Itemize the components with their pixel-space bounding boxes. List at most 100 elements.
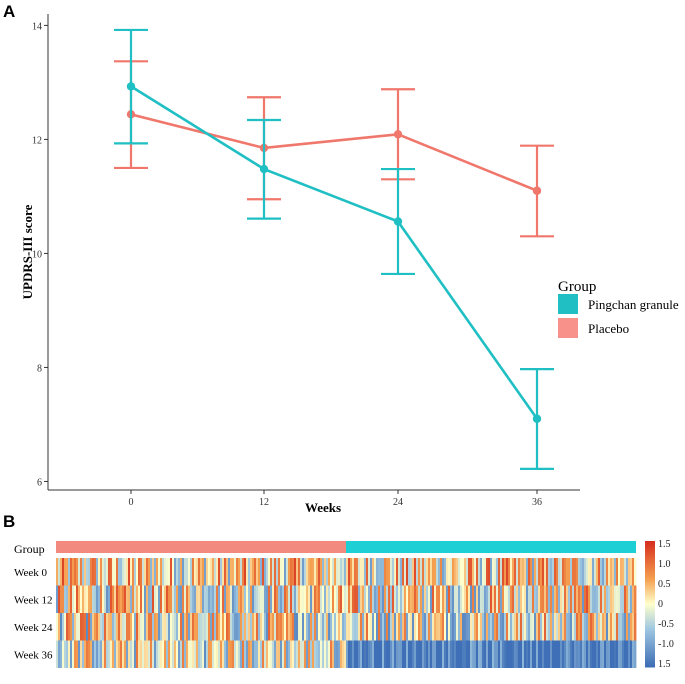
heatmap-cell: [164, 585, 167, 613]
colorbar-segment: [645, 658, 655, 662]
heatmap-cell: [562, 640, 565, 668]
heatmap-cell: [106, 585, 109, 613]
heatmap-cell: [618, 558, 621, 586]
heatmap-cell: [230, 613, 233, 641]
heatmap-cell: [178, 640, 181, 668]
heatmap-cell: [436, 613, 439, 641]
heatmap-cell: [150, 585, 153, 613]
heatmap-cell: [314, 585, 317, 613]
heatmap-cell: [150, 558, 153, 586]
heatmap-cell: [218, 613, 221, 641]
heatmap-cell: [492, 640, 495, 668]
heatmap-cell: [112, 613, 115, 641]
heatmap-cell: [274, 613, 277, 641]
heatmap-cell: [522, 585, 525, 613]
heatmap-cell: [226, 613, 229, 641]
heatmap-cell: [558, 558, 561, 586]
heatmap-cell: [510, 613, 513, 641]
heatmap-cell: [388, 613, 391, 641]
heatmap-cell: [114, 613, 117, 641]
heatmap-cell: [272, 558, 275, 586]
heatmap-cell: [552, 640, 555, 668]
heatmap-cell: [464, 613, 467, 641]
heatmap-cell: [70, 613, 73, 641]
heatmap-cell: [514, 585, 517, 613]
heatmap-cell: [490, 558, 493, 586]
heatmap-cell: [216, 613, 219, 641]
heatmap-cell: [126, 558, 129, 586]
heatmap-cell: [230, 585, 233, 613]
heatmap-cell: [530, 613, 533, 641]
heatmap-cell: [98, 585, 101, 613]
heatmap-cell: [622, 558, 625, 586]
heatmap-cell: [534, 585, 537, 613]
heatmap-cell: [106, 640, 109, 668]
y-tick-label: 8: [37, 363, 42, 374]
heatmap-cell: [622, 613, 625, 641]
heatmap-cell: [488, 558, 491, 586]
heatmap-cell: [210, 613, 213, 641]
heatmap-cell: [618, 585, 621, 613]
heatmap-cell: [98, 613, 101, 641]
heatmap-cell: [338, 558, 341, 586]
heatmap-cell: [360, 613, 363, 641]
heatmap-cell: [508, 613, 511, 641]
heatmap-cell: [518, 585, 521, 613]
heatmap-cell: [366, 613, 369, 641]
heatmap-cell: [480, 585, 483, 613]
heatmap-cell: [566, 585, 569, 613]
heatmap-cell: [524, 640, 527, 668]
heatmap-cell: [156, 613, 159, 641]
heatmap-cell: [422, 613, 425, 641]
heatmap-cell: [116, 558, 119, 586]
series-placebo: [114, 60, 554, 238]
heatmap-cell: [114, 640, 117, 668]
heatmap-cell: [318, 613, 321, 641]
heatmap-cell: [96, 558, 99, 586]
colorbar-segment: [645, 616, 655, 620]
heatmap-cell: [616, 585, 619, 613]
heatmap-cell: [298, 585, 301, 613]
heatmap-row-label: Week 12: [14, 594, 53, 606]
colorbar-segment: [645, 587, 655, 590]
heatmap-cell: [268, 613, 271, 641]
heatmap-cell: [154, 585, 157, 613]
heatmap-cell: [502, 613, 505, 641]
heatmap-cell: [280, 558, 283, 586]
heatmap-cell: [214, 585, 217, 613]
heatmap-cell: [72, 640, 75, 668]
heatmap-cell: [488, 613, 491, 641]
heatmap-cell: [102, 613, 105, 641]
heatmap-cell: [512, 585, 515, 613]
heatmap-cell: [174, 585, 177, 613]
heatmap-cell: [312, 640, 315, 668]
heatmap-cell: [138, 558, 141, 586]
heatmap-cell: [402, 613, 405, 641]
heatmap-cell: [172, 613, 175, 641]
heatmap-cell: [332, 558, 335, 586]
heatmap-cell: [190, 585, 193, 613]
heatmap-cell: [232, 613, 235, 641]
heatmap-cell: [62, 613, 65, 641]
y-tick-label: 14: [32, 21, 42, 32]
heatmap-cell: [176, 558, 179, 586]
heatmap-cell: [614, 585, 617, 613]
heatmap-cell: [252, 613, 255, 641]
heatmap-cell: [394, 613, 397, 641]
heatmap-cell: [158, 558, 161, 586]
heatmap-cell: [542, 558, 545, 586]
heatmap-cell: [336, 585, 339, 613]
heatmap-cell: [268, 558, 271, 586]
heatmap-cell: [192, 613, 195, 641]
heatmap-cell: [616, 558, 619, 586]
heatmap-cell: [160, 558, 163, 586]
heatmap-cell: [562, 585, 565, 613]
heatmap-cell: [76, 585, 79, 613]
heatmap-cell: [564, 585, 567, 613]
heatmap-cell: [86, 640, 89, 668]
heatmap-cell: [602, 640, 605, 668]
heatmap-cell: [594, 558, 597, 586]
heatmap-cell: [86, 613, 89, 641]
colorbar-segment: [645, 562, 655, 565]
heatmap-cell: [596, 558, 599, 586]
